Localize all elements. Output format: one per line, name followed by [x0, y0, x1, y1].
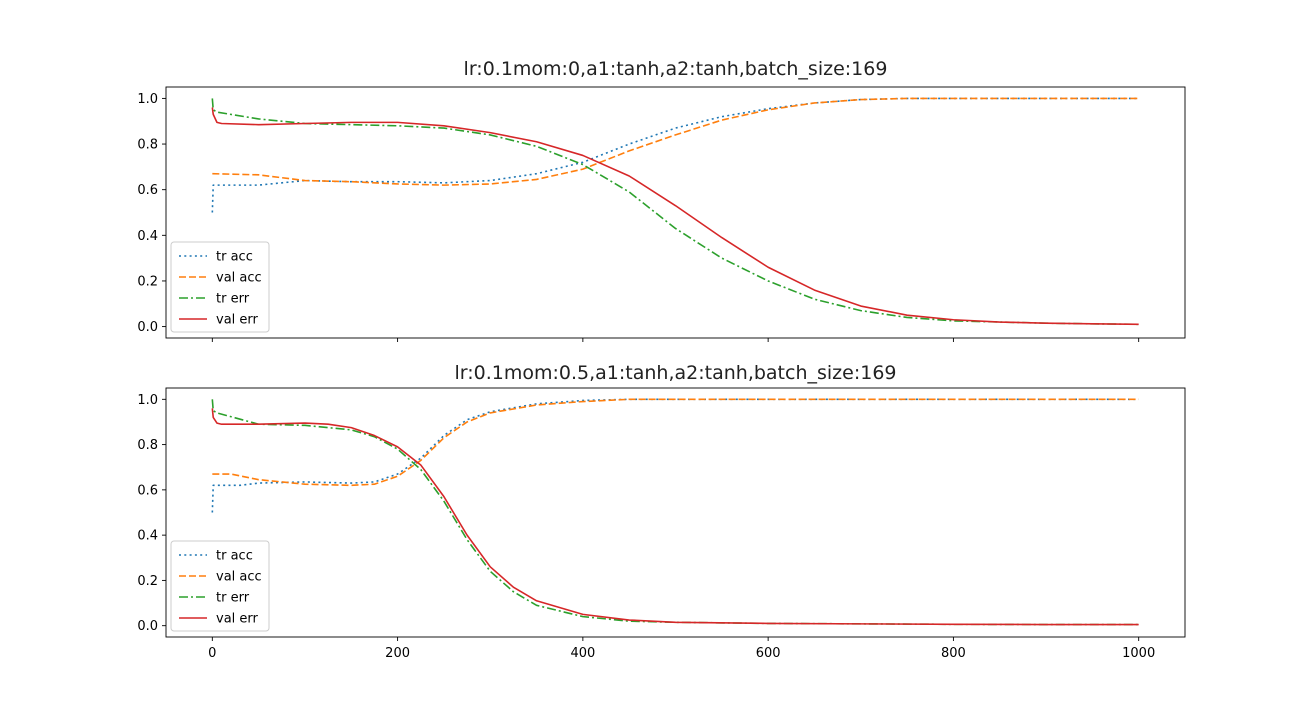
- legend-label: val acc: [216, 570, 262, 585]
- y-tick-label: 0.2: [137, 574, 158, 589]
- series-line-tr-acc: [211, 97, 1139, 213]
- y-tick-label: 0.6: [137, 183, 158, 198]
- y-tick-label: 0.8: [137, 438, 158, 453]
- axes-frame: [165, 387, 1186, 638]
- legend-label: tr acc: [216, 549, 253, 564]
- legend-label: val err: [216, 313, 259, 328]
- y-tick-label: 0.6: [137, 483, 158, 498]
- series-line-val-err: [211, 107, 1139, 326]
- chart-title: lr:0.1mom:0,a1:tanh,a2:tanh,batch_size:1…: [464, 58, 888, 80]
- chart-title: lr:0.1mom:0.5,a1:tanh,a2:tanh,batch_size…: [454, 362, 896, 384]
- y-tick-label: 1.0: [137, 92, 158, 107]
- series-line-tr-err: [211, 399, 1139, 626]
- legend-label: tr acc: [216, 250, 253, 265]
- y-tick-label: 0.4: [137, 229, 158, 244]
- series-line-val-acc: [212, 97, 1139, 186]
- y-tick-label: 0.2: [137, 274, 158, 289]
- subplot-bottom: lr:0.1mom:0.5,a1:tanh,a2:tanh,batch_size…: [137, 362, 1186, 661]
- x-tick-label: 400: [570, 646, 595, 661]
- y-tick-label: 0.8: [137, 138, 158, 153]
- legend-label: tr err: [216, 292, 250, 307]
- x-tick-label: 1000: [1122, 646, 1155, 661]
- x-tick-label: 600: [756, 646, 781, 661]
- legend: tr acc val acc tr err val err: [170, 241, 270, 333]
- legend-box: [170, 241, 270, 333]
- legend-label: tr err: [216, 591, 250, 606]
- series-line-val-err: [211, 408, 1139, 626]
- axes-frame: [165, 86, 1186, 339]
- series-line-tr-err: [211, 98, 1139, 326]
- y-tick-label: 0.0: [137, 619, 158, 634]
- series-line-tr-acc: [211, 398, 1139, 513]
- y-tick-label: 0.4: [137, 529, 158, 544]
- legend: tr acc val acc tr err val err: [170, 540, 270, 632]
- series-line-val-acc: [212, 398, 1139, 487]
- legend-label: val acc: [216, 271, 262, 286]
- subplot-top: lr:0.1mom:0,a1:tanh,a2:tanh,batch_size:1…: [137, 58, 1186, 342]
- legend-label: val err: [216, 612, 259, 627]
- y-tick-label: 1.0: [137, 393, 158, 408]
- y-tick-label: 0.0: [137, 320, 158, 335]
- x-tick-label: 800: [941, 646, 966, 661]
- x-tick-label: 0: [208, 646, 216, 661]
- legend-box: [170, 540, 270, 632]
- x-tick-label: 200: [385, 646, 410, 661]
